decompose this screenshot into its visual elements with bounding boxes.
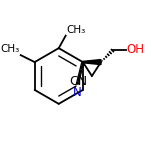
Text: CN: CN: [70, 75, 88, 88]
Text: N: N: [73, 86, 82, 99]
Polygon shape: [83, 60, 101, 65]
Text: OH: OH: [127, 43, 145, 56]
Text: CH₃: CH₃: [66, 25, 86, 35]
Text: CH₃: CH₃: [1, 44, 20, 54]
